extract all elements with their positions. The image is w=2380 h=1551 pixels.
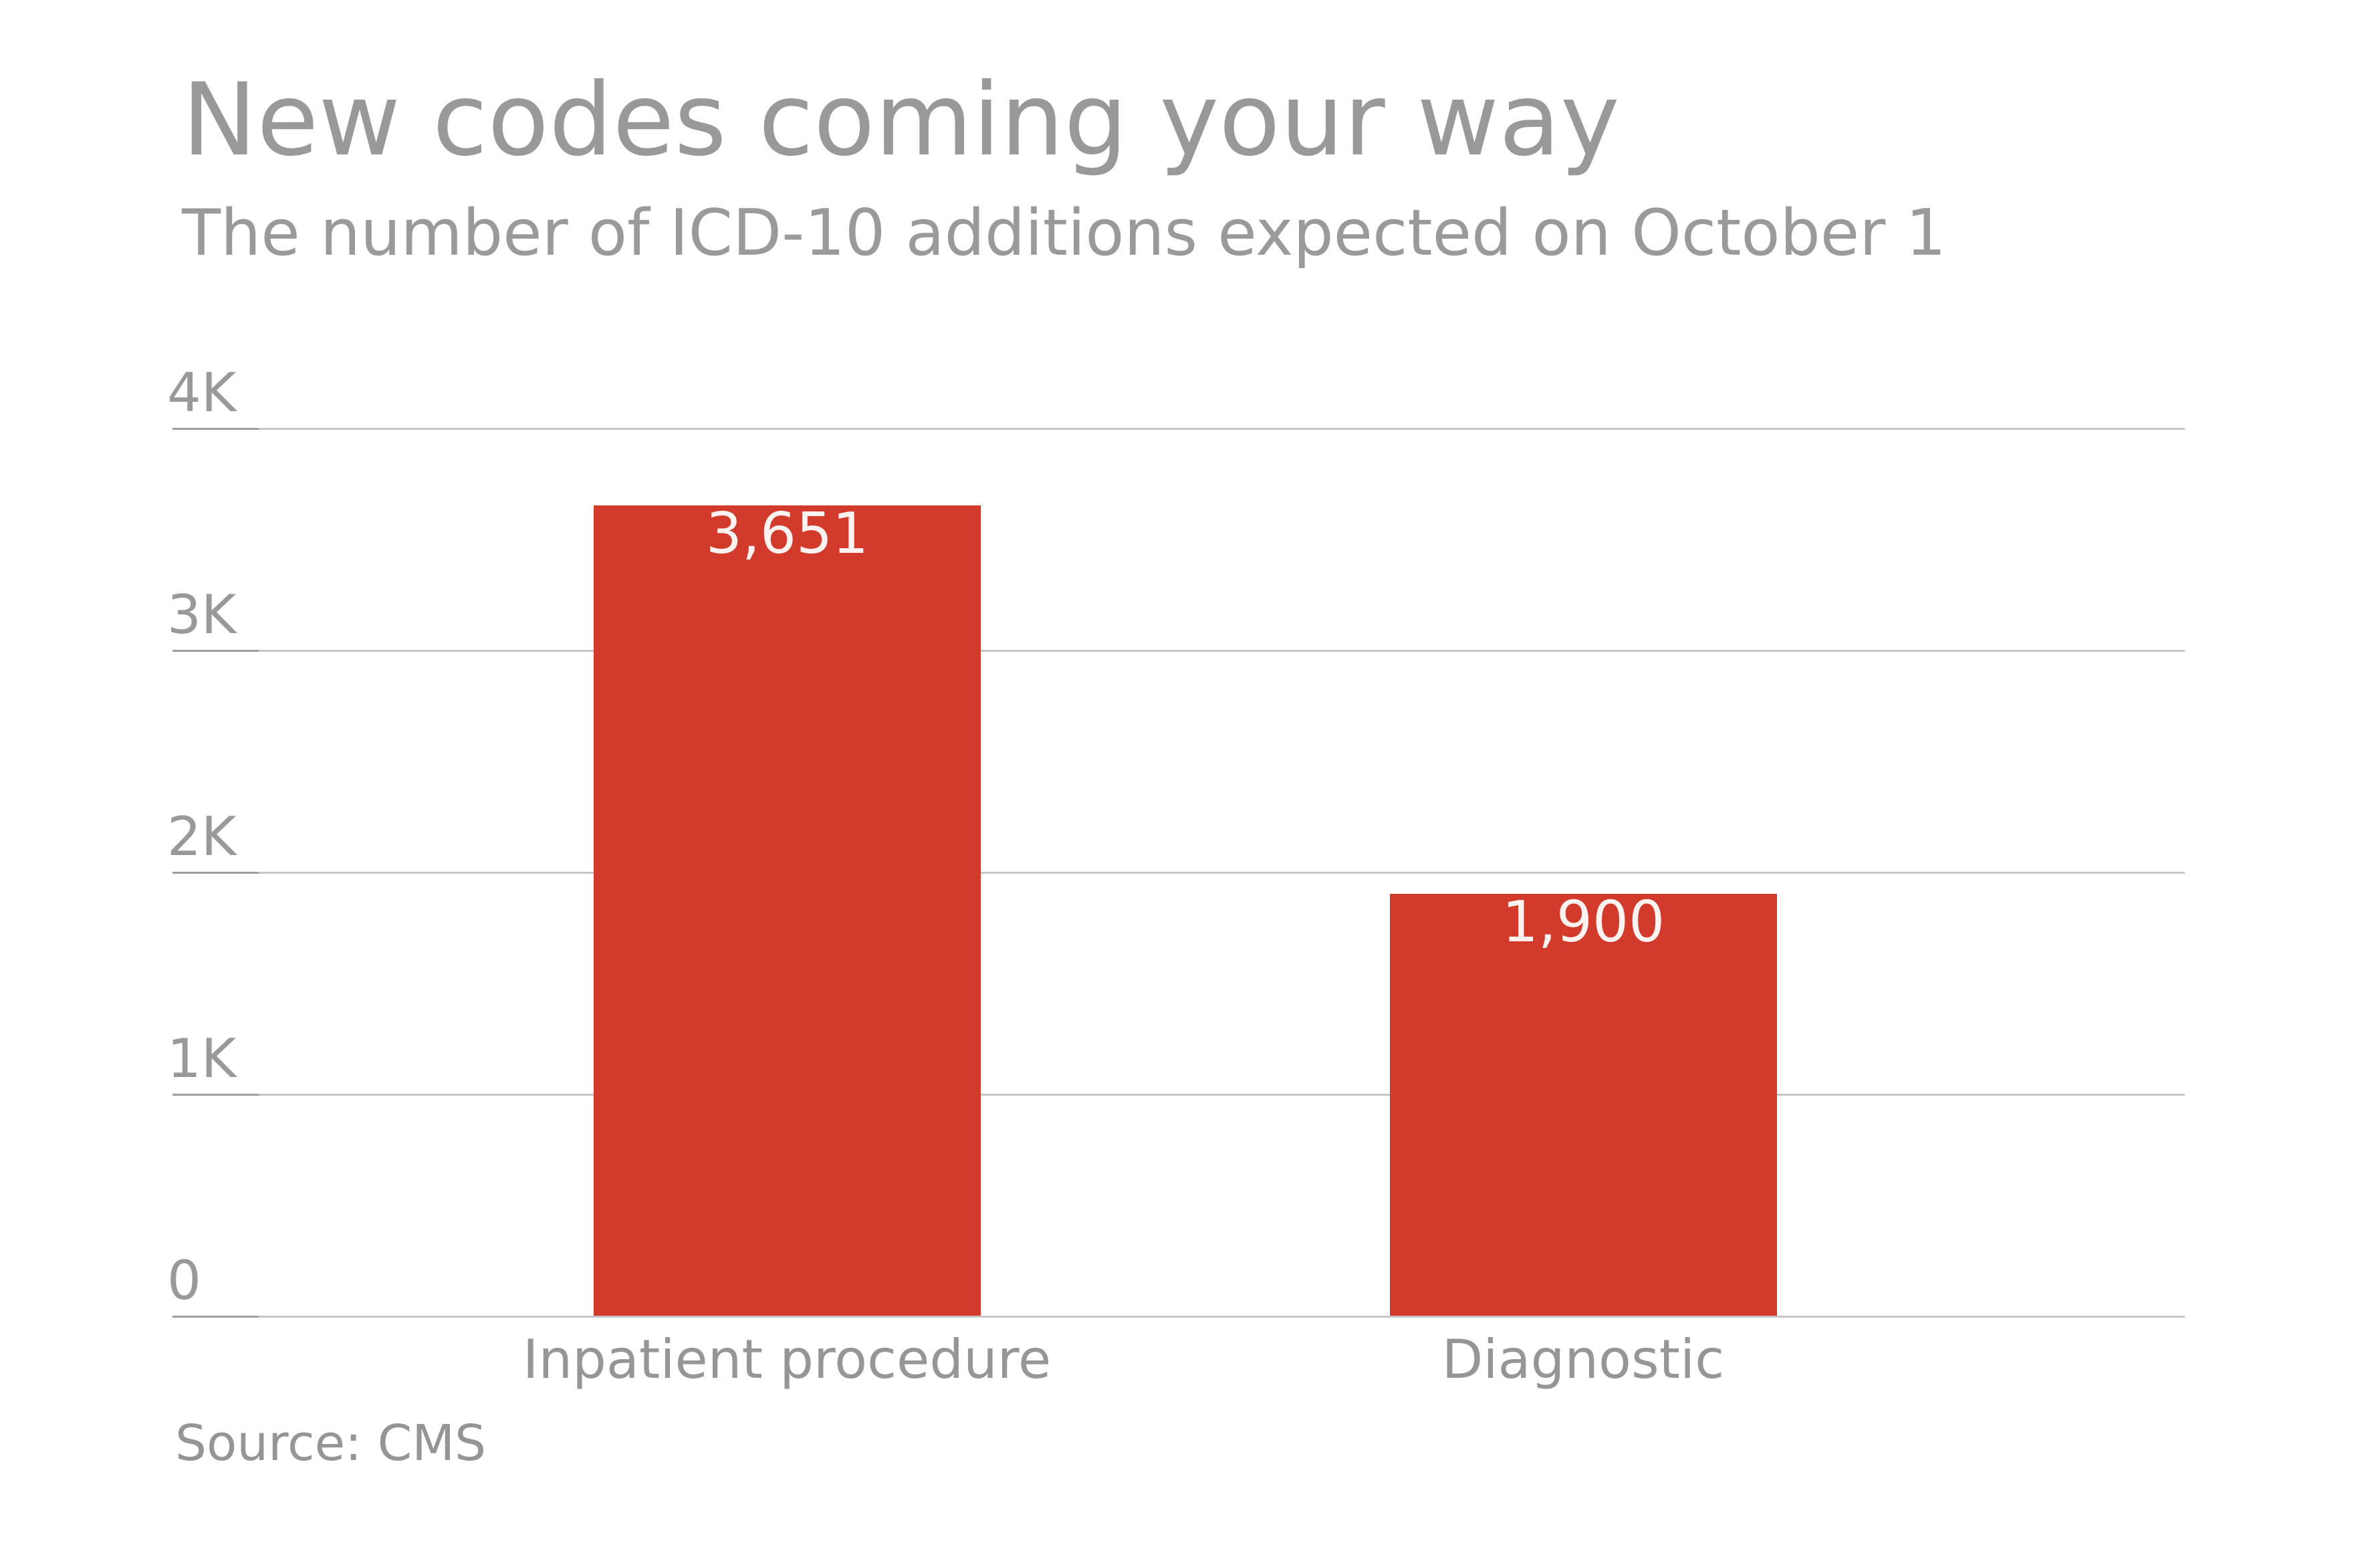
y-tick-label-3k: 3K bbox=[167, 584, 237, 646]
chart-subtitle: The number of ICD-10 additions expected … bbox=[182, 197, 1946, 270]
gridline-4k bbox=[172, 428, 2185, 430]
y-tick-label-4k: 4K bbox=[167, 362, 237, 424]
gridline-cap bbox=[172, 1316, 259, 1318]
chart-title: New codes coming your way bbox=[182, 62, 1620, 178]
gridline-cap bbox=[172, 428, 259, 430]
gridline-3k bbox=[172, 650, 2185, 652]
category-label-inpatient-procedure: Inpatient procedure bbox=[522, 1328, 1052, 1391]
bar-inpatient-procedure: 3,651 bbox=[594, 505, 981, 1316]
y-tick-label-1k: 1K bbox=[167, 1028, 237, 1090]
source-note: Source: CMS bbox=[175, 1415, 487, 1472]
gridline-2k bbox=[172, 872, 2185, 874]
gridline-cap bbox=[172, 872, 259, 874]
gridline-cap bbox=[172, 650, 259, 652]
category-label-diagnostic: Diagnostic bbox=[1441, 1328, 1725, 1391]
gridline-1k bbox=[172, 1094, 2185, 1096]
bar-diagnostic: 1,900 bbox=[1390, 894, 1777, 1316]
gridline-cap bbox=[172, 1094, 259, 1096]
gridline-0 bbox=[172, 1316, 2185, 1318]
bar-value-label: 1,900 bbox=[1502, 889, 1665, 955]
bar-value-label: 3,651 bbox=[705, 501, 869, 567]
y-tick-label-2k: 2K bbox=[167, 806, 237, 868]
y-tick-label-0: 0 bbox=[167, 1249, 201, 1312]
